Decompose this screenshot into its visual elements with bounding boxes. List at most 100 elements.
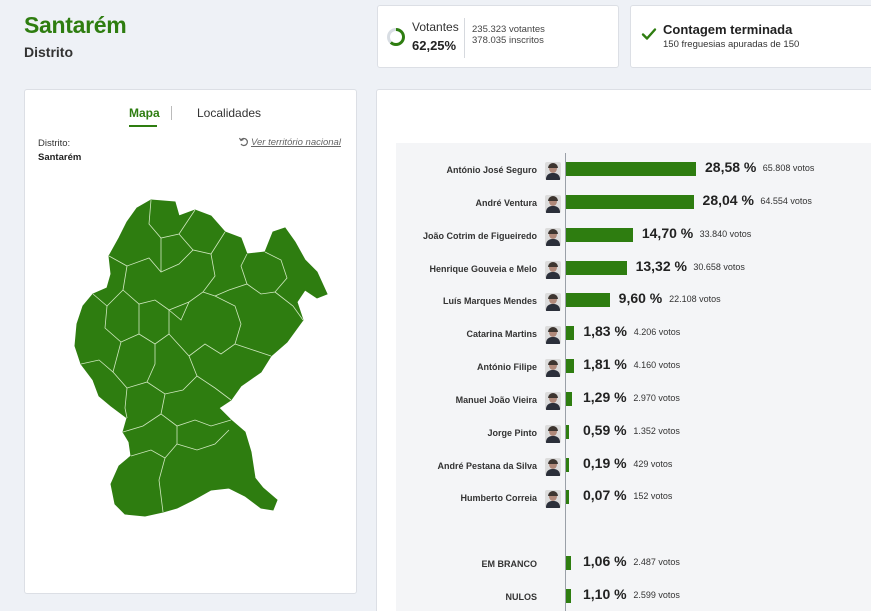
count-subtitle: 150 freguesias apuradas de 150 (663, 39, 800, 50)
candidate-avatar (545, 195, 561, 213)
result-bar (566, 589, 571, 603)
count-card: Contagem terminada 150 freguesias apurad… (630, 5, 871, 68)
result-bar (566, 162, 696, 176)
candidate-avatar (545, 392, 561, 410)
result-votes: 2.599 votos (633, 590, 680, 600)
result-percent: 1,06 % (583, 553, 627, 569)
candidate-avatar (545, 162, 561, 180)
tab-places[interactable]: Localidades (197, 106, 262, 120)
result-bar (566, 326, 575, 340)
chart-axis-line (565, 153, 566, 611)
result-percent: 1,29 % (583, 389, 627, 405)
turnout-ring-icon (387, 28, 405, 46)
candidate-name: Manuel João Vieira (455, 395, 537, 405)
national-territory-link[interactable]: Ver território nacional (238, 137, 341, 148)
municipality-borders (80, 199, 304, 513)
turnout-label: Votantes (412, 20, 459, 34)
result-row-henrique-gouveia-e-melo[interactable]: Henrique Gouveia e Melo 13,32 % 30.658 vot… (377, 257, 871, 285)
result-votes: 429 votos (633, 459, 673, 469)
result-bar (566, 261, 627, 275)
result-bar (566, 425, 569, 439)
result-row-jorge-pinto[interactable]: Jorge Pinto 0,59 % 1.352 votos (377, 421, 871, 449)
candidate-avatar (545, 359, 561, 377)
candidate-name: Henrique Gouveia e Melo (429, 264, 537, 274)
candidate-avatar (545, 326, 561, 344)
candidate-name: António Filipe (477, 362, 537, 372)
tab-divider (171, 106, 172, 120)
candidate-name: NULOS (505, 592, 538, 602)
turnout-voters: 235.323 votantes (472, 24, 545, 35)
candidate-avatar (545, 490, 561, 508)
result-bar (566, 228, 633, 242)
result-bar (566, 458, 569, 472)
result-bar (566, 392, 572, 406)
candidate-avatar (545, 458, 561, 476)
result-percent: 1,81 % (583, 356, 627, 372)
district-map[interactable] (65, 194, 330, 524)
candidate-name: EM BRANCO (481, 559, 538, 569)
result-bar (566, 359, 575, 373)
result-row-antonio-jose-seguro[interactable]: António José Seguro 28,58 % 65.808 votos (377, 158, 871, 186)
national-territory-link-label: Ver território nacional (251, 137, 341, 148)
result-percent: 1,10 % (583, 586, 627, 602)
undo-icon (238, 137, 248, 147)
result-bar (566, 556, 571, 570)
candidate-avatar (545, 425, 561, 443)
result-row-catarina-martins[interactable]: Catarina Martins 1,83 % 4.206 votos (377, 322, 871, 350)
result-percent: 1,83 % (583, 323, 627, 339)
candidate-name: António José Seguro (446, 165, 537, 175)
result-votes: 4.160 votos (633, 360, 681, 370)
candidate-name: André Ventura (475, 198, 537, 208)
result-row-joao-cotrim-de-figueiredo[interactable]: João Cotrim de Figueiredo 14,70 % 33.840 v… (377, 224, 871, 252)
count-title: Contagem terminada (663, 22, 793, 37)
result-row-nulos[interactable]: NULOS 1,10 % 2.599 votos (377, 585, 871, 611)
candidate-name: Jorge Pinto (487, 428, 537, 438)
candidate-name: João Cotrim de Figueiredo (422, 231, 537, 241)
result-votes: 22.108 votos (669, 294, 721, 304)
candidate-avatar (545, 261, 561, 279)
result-percent: 28,58 % (705, 159, 757, 175)
turnout-percent: 62,25% (412, 38, 457, 53)
candidate-avatar (545, 293, 561, 311)
candidate-name: Luís Marques Mendes (442, 296, 537, 306)
results-card: António José Seguro 28,58 % 65.808 votos An… (376, 89, 871, 611)
result-votes: 152 votos (633, 491, 673, 501)
result-row-andre-ventura[interactable]: André Ventura 28,04 % 64.554 votos (377, 191, 871, 219)
district-value: Santarém (38, 152, 82, 163)
result-bar (566, 293, 610, 307)
result-percent: 28,04 % (702, 192, 754, 208)
result-percent: 0,59 % (583, 422, 627, 438)
result-votes: 1.352 votos (633, 426, 680, 436)
district-label: Distrito: (38, 138, 71, 149)
page-title: Santarém (24, 12, 127, 38)
result-votes: 33.840 votos (699, 229, 752, 239)
result-bar (566, 195, 694, 209)
district-map-shape[interactable] (74, 199, 328, 517)
result-row-manuel-joao-vieira[interactable]: Manuel João Vieira 1,29 % 2.970 votos (377, 388, 871, 416)
result-percent: 0,19 % (583, 455, 627, 471)
result-bar (566, 490, 569, 504)
result-votes: 64.554 votos (760, 196, 812, 206)
result-row-luis-marques-mendes[interactable]: Luís Marques Mendes 9,60 % 22.108 votos (377, 289, 871, 317)
result-votes: 2.970 votos (633, 393, 680, 403)
result-votes: 65.808 votos (762, 163, 815, 173)
result-percent: 13,32 % (635, 258, 687, 274)
turnout-card: Votantes 62,25% 235.323 votantes 378.035… (377, 5, 619, 68)
turnout-divider (464, 18, 465, 58)
candidate-name: Catarina Martins (466, 329, 537, 339)
page-header: Santarém Distrito (24, 12, 127, 60)
result-row-em-branco[interactable]: EM BRANCO 1,06 % 2.487 votos (377, 552, 871, 580)
result-row-humberto-correia[interactable]: Humberto Correia 0,07 % 152 votos (377, 486, 871, 514)
result-votes: 4.206 votos (633, 327, 681, 337)
check-icon (641, 28, 657, 40)
result-row-andre-pestana-da-silva[interactable]: André Pestana da Silva 0,19 % 429 votos (377, 454, 871, 482)
candidate-avatar (545, 228, 561, 246)
result-votes: 30.658 votos (693, 262, 745, 272)
result-votes: 2.487 votos (633, 557, 680, 567)
candidate-name: André Pestana da Silva (437, 461, 537, 471)
page-subtitle: Distrito (24, 44, 73, 60)
tab-map[interactable]: Mapa (129, 106, 160, 120)
tab-map-underline (129, 125, 157, 127)
result-percent: 9,60 % (618, 290, 663, 306)
result-row-antonio-filipe[interactable]: António Filipe 1,81 % 4.160 votos (377, 355, 871, 383)
